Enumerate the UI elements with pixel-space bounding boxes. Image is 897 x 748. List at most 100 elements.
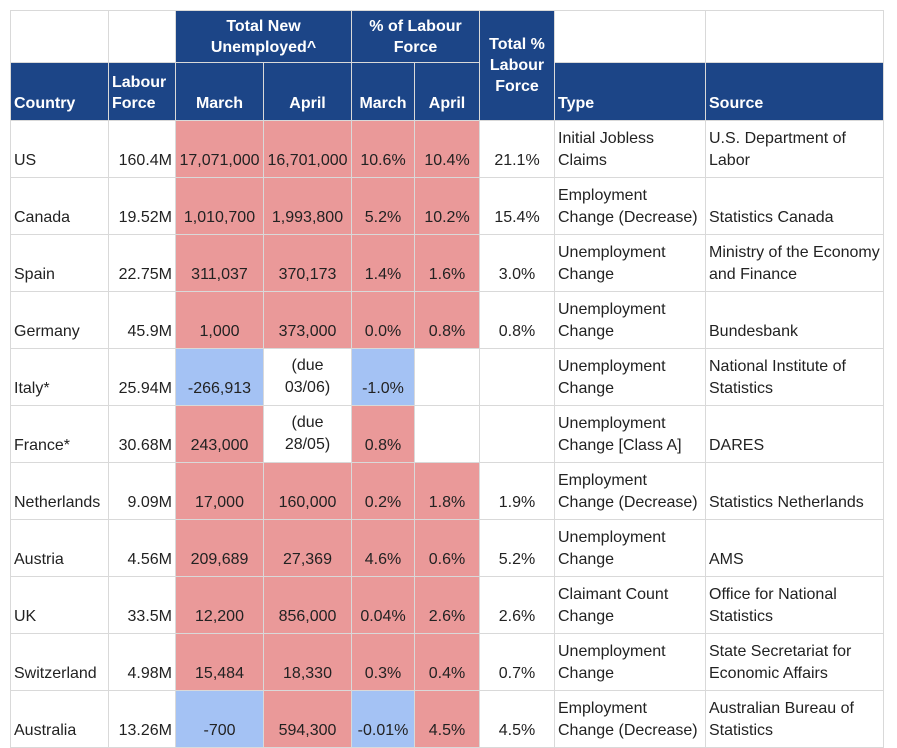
cell-labour-force: 9.09M bbox=[108, 462, 176, 520]
cell-country: Spain bbox=[10, 234, 109, 292]
cell-total: 0.8% bbox=[479, 291, 555, 349]
cell-source: National Institute of Statistics bbox=[705, 348, 884, 406]
cell-pct-march: 4.6% bbox=[351, 519, 415, 577]
cell-pct-april: 4.5% bbox=[414, 690, 480, 748]
table-row: Australia 13.26M -700 594,300 -0.01% 4.5… bbox=[10, 690, 884, 748]
cell-type: Employment Change (Decrease) bbox=[554, 690, 706, 748]
cell-total: 2.6% bbox=[479, 576, 555, 634]
cell-labour-force: 160.4M bbox=[108, 120, 176, 178]
cell-source: Ministry of the Economy and Finance bbox=[705, 234, 884, 292]
cell-pct-april: 10.2% bbox=[414, 177, 480, 235]
cell-type: Employment Change (Decrease) bbox=[554, 177, 706, 235]
cell-country: Switzerland bbox=[10, 633, 109, 691]
cell-country: Netherlands bbox=[10, 462, 109, 520]
cell-labour-force: 19.52M bbox=[108, 177, 176, 235]
table-row: US 160.4M 17,071,000 16,701,000 10.6% 10… bbox=[10, 120, 884, 178]
cell-new-april: 856,000 bbox=[263, 576, 352, 634]
cell-pct-april: 0.8% bbox=[414, 291, 480, 349]
cell-new-april: 18,330 bbox=[263, 633, 352, 691]
cell-labour-force: 4.98M bbox=[108, 633, 176, 691]
cell-labour-force: 22.75M bbox=[108, 234, 176, 292]
cell-pct-april: 0.6% bbox=[414, 519, 480, 577]
header-new-april: April bbox=[263, 62, 352, 121]
cell-total: 4.5% bbox=[479, 690, 555, 748]
cell-new-april: 1,993,800 bbox=[263, 177, 352, 235]
cell-pct-march: 0.04% bbox=[351, 576, 415, 634]
cell-country: France* bbox=[10, 405, 109, 463]
cell-type: Unemployment Change bbox=[554, 234, 706, 292]
header-total-pct: Total % Labour Force bbox=[479, 10, 555, 121]
cell-country: Italy* bbox=[10, 348, 109, 406]
table-row: UK 33.5M 12,200 856,000 0.04% 2.6% 2.6% … bbox=[10, 576, 884, 634]
cell-pct-march: 10.6% bbox=[351, 120, 415, 178]
cell-new-march: 12,200 bbox=[175, 576, 264, 634]
cell-source: Office for National Statistics bbox=[705, 576, 884, 634]
cell-total: 21.1% bbox=[479, 120, 555, 178]
cell-pct-march: 0.0% bbox=[351, 291, 415, 349]
cell-new-march: 17,000 bbox=[175, 462, 264, 520]
cell-new-march: 1,010,700 bbox=[175, 177, 264, 235]
table-row: France* 30.68M 243,000 (due 28/05) 0.8% … bbox=[10, 405, 884, 463]
cell-source: Bundesbank bbox=[705, 291, 884, 349]
cell-country: Australia bbox=[10, 690, 109, 748]
cell-pct-march: 0.3% bbox=[351, 633, 415, 691]
cell-new-march: 209,689 bbox=[175, 519, 264, 577]
cell-country: Canada bbox=[10, 177, 109, 235]
cell-labour-force: 30.68M bbox=[108, 405, 176, 463]
cell-source: Statistics Netherlands bbox=[705, 462, 884, 520]
table-row: Switzerland 4.98M 15,484 18,330 0.3% 0.4… bbox=[10, 633, 884, 691]
cell-pct-april: 1.8% bbox=[414, 462, 480, 520]
cell-source: State Secretariat for Economic Affairs bbox=[705, 633, 884, 691]
table-row: Netherlands 9.09M 17,000 160,000 0.2% 1.… bbox=[10, 462, 884, 520]
cell-type: Unemployment Change bbox=[554, 633, 706, 691]
cell-type: Claimant Count Change bbox=[554, 576, 706, 634]
cell-pct-march: 0.2% bbox=[351, 462, 415, 520]
cell-new-april: (due 03/06) bbox=[263, 348, 352, 406]
cell-pct-april: 10.4% bbox=[414, 120, 480, 178]
cell-new-march: 17,071,000 bbox=[175, 120, 264, 178]
cell-source: U.S. Department of Labor bbox=[705, 120, 884, 178]
cell-labour-force: 4.56M bbox=[108, 519, 176, 577]
header-blank bbox=[10, 10, 109, 63]
cell-source: AMS bbox=[705, 519, 884, 577]
cell-pct-march: -0.01% bbox=[351, 690, 415, 748]
header-total-new-unemployed: Total New Unemployed^ bbox=[175, 10, 352, 63]
header-source: Source bbox=[705, 62, 884, 121]
cell-total: 5.2% bbox=[479, 519, 555, 577]
cell-new-march: -700 bbox=[175, 690, 264, 748]
cell-labour-force: 45.9M bbox=[108, 291, 176, 349]
cell-type: Unemployment Change [Class A] bbox=[554, 405, 706, 463]
cell-pct-april: 1.6% bbox=[414, 234, 480, 292]
cell-type: Unemployment Change bbox=[554, 519, 706, 577]
cell-new-april: 27,369 bbox=[263, 519, 352, 577]
cell-new-april: 370,173 bbox=[263, 234, 352, 292]
cell-total: 1.9% bbox=[479, 462, 555, 520]
unemployment-table: Total New Unemployed^ % of Labour Force … bbox=[10, 10, 884, 748]
table-row: Italy* 25.94M -266,913 (due 03/06) -1.0%… bbox=[10, 348, 884, 406]
cell-new-march: 243,000 bbox=[175, 405, 264, 463]
cell-country: US bbox=[10, 120, 109, 178]
cell-total: 15.4% bbox=[479, 177, 555, 235]
cell-pct-march: 1.4% bbox=[351, 234, 415, 292]
cell-country: Austria bbox=[10, 519, 109, 577]
cell-type: Unemployment Change bbox=[554, 348, 706, 406]
cell-source: Australian Bureau of Statistics bbox=[705, 690, 884, 748]
header-pct-march: March bbox=[351, 62, 415, 121]
cell-type: Initial Jobless Claims bbox=[554, 120, 706, 178]
cell-pct-april: 2.6% bbox=[414, 576, 480, 634]
cell-labour-force: 25.94M bbox=[108, 348, 176, 406]
cell-pct-april bbox=[414, 405, 480, 463]
cell-country: UK bbox=[10, 576, 109, 634]
table-row: Austria 4.56M 209,689 27,369 4.6% 0.6% 5… bbox=[10, 519, 884, 577]
cell-type: Employment Change (Decrease) bbox=[554, 462, 706, 520]
cell-new-april: 594,300 bbox=[263, 690, 352, 748]
cell-pct-april bbox=[414, 348, 480, 406]
header-blank bbox=[108, 10, 176, 63]
cell-new-april: 160,000 bbox=[263, 462, 352, 520]
table-row: Spain 22.75M 311,037 370,173 1.4% 1.6% 3… bbox=[10, 234, 884, 292]
cell-pct-march: 0.8% bbox=[351, 405, 415, 463]
cell-total bbox=[479, 405, 555, 463]
header-country: Country bbox=[10, 62, 109, 121]
header-labour-force: Labour Force bbox=[108, 62, 176, 121]
cell-type: Unemployment Change bbox=[554, 291, 706, 349]
